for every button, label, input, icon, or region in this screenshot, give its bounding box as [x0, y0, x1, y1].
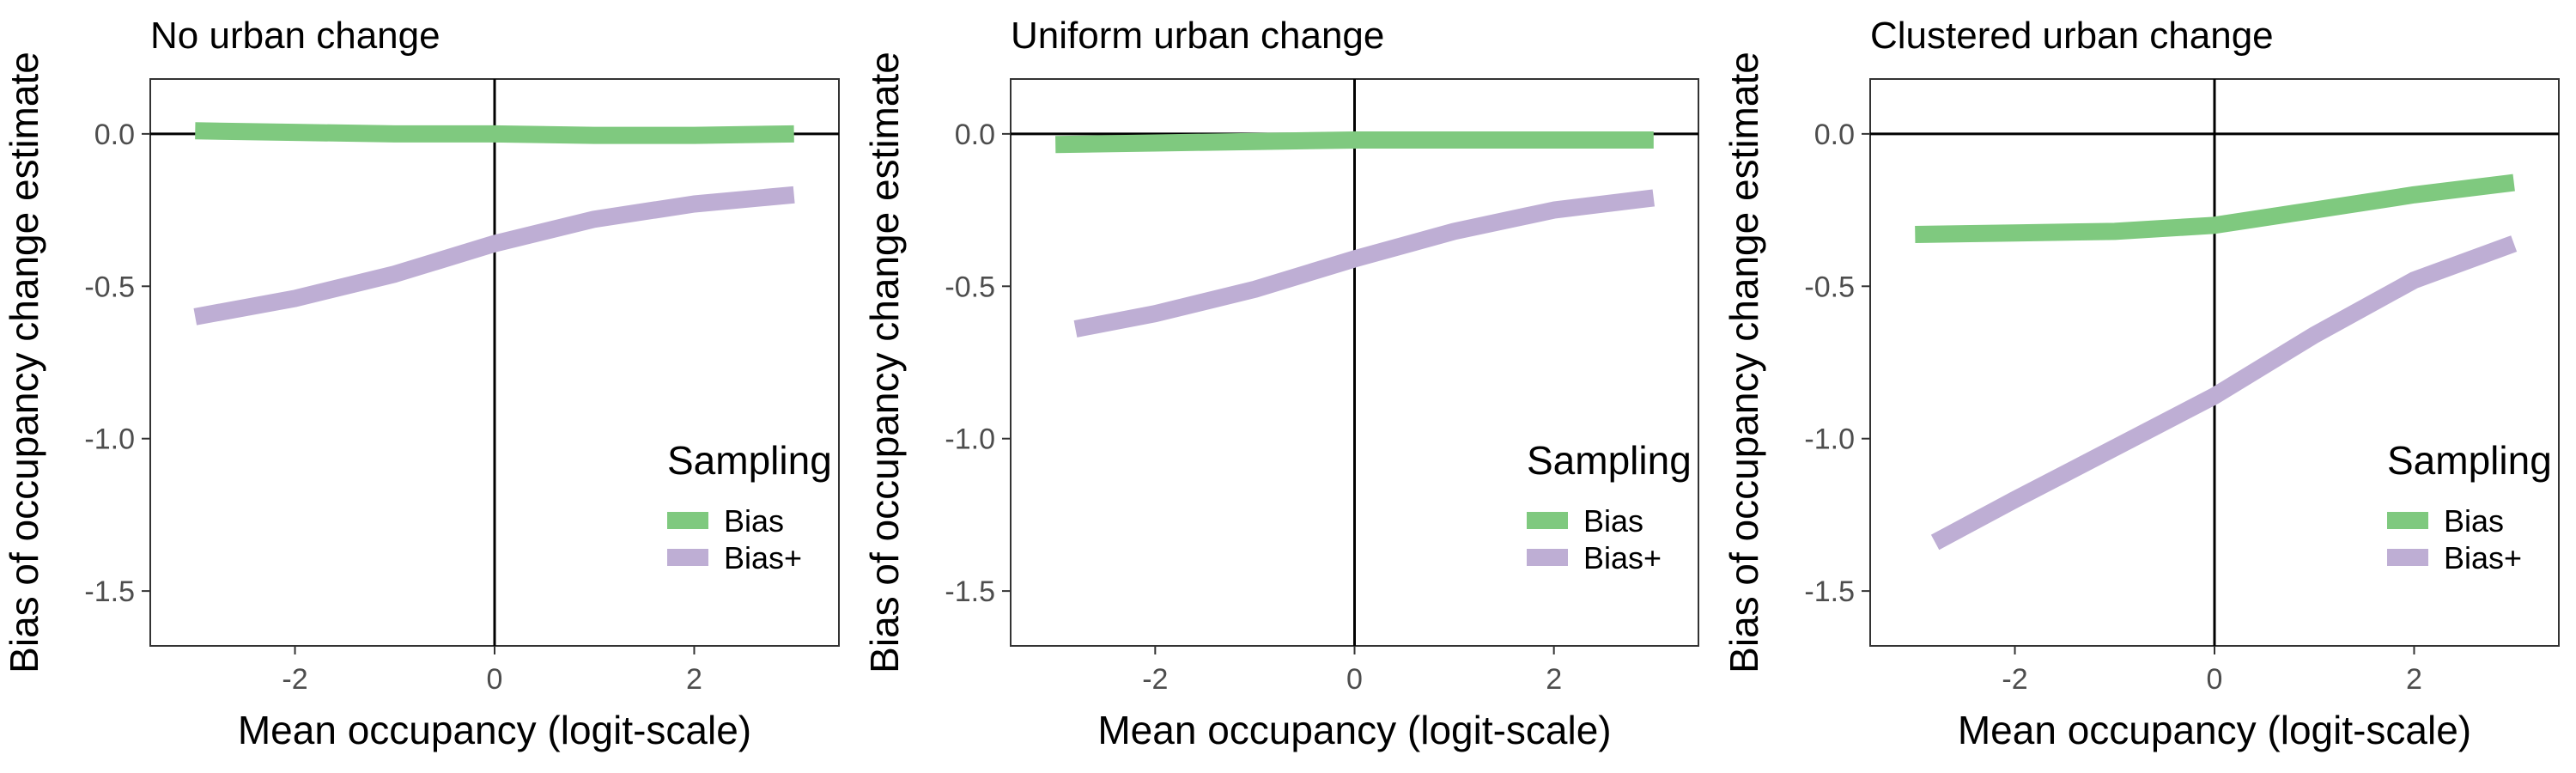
x-tick-label: -2: [1142, 663, 1168, 696]
y-axis-title: Bias of occupancy change estimate: [862, 52, 907, 673]
x-tick-label: -2: [282, 663, 307, 696]
panel-1: No urban change 0.0 -0.5 -1.0 -1.5 -2 0 2 Mean o…: [2, 15, 840, 752]
y-axis-title: Bias of occupancy change estimate: [1722, 52, 1766, 673]
y-tick-label: -1.5: [1804, 575, 1855, 608]
y-axis-title: Bias of occupancy change estimate: [2, 52, 46, 673]
series-line-bias-plus: [1073, 189, 1656, 338]
y-tick-label: -0.5: [1804, 271, 1855, 303]
x-tick-label: 0: [1346, 663, 1363, 696]
legend-label-bias-plus: Bias+: [1583, 540, 1662, 575]
y-tick-label: -0.5: [945, 271, 995, 303]
x-axis-title: Mean occupancy (logit-scale): [238, 708, 751, 752]
y-tick-label: -1.0: [84, 423, 135, 456]
x-tick-label: 2: [1546, 663, 1562, 696]
legend-title: Sampling: [667, 438, 832, 483]
panel-title: Clustered urban change: [1870, 15, 2274, 57]
legend-label-bias: Bias: [2444, 503, 2504, 539]
y-tick-label: -1.0: [945, 423, 995, 456]
legend-label-bias-plus: Bias+: [2444, 540, 2522, 575]
series-line-bias: [1055, 131, 1654, 154]
y-tick-label: 0.0: [94, 119, 135, 151]
x-tick-label: 0: [2207, 663, 2223, 696]
y-tick-label: 0.0: [955, 119, 995, 151]
series-line-bias-plus: [1930, 235, 2518, 551]
panel-title: Uniform urban change: [1011, 15, 1384, 57]
series-line-bias: [1915, 173, 2515, 243]
y-tick-label: 0.0: [1814, 119, 1855, 151]
x-tick-label: 0: [487, 663, 503, 696]
panel-2: Uniform urban change 0.0 -0.5 -1.0 -1.5 -2 0 2 M…: [862, 15, 1699, 752]
y-tick-label: -1.5: [945, 575, 995, 608]
x-tick-label: 2: [2406, 663, 2422, 696]
y-tick-label: -0.5: [84, 271, 135, 303]
x-axis-title: Mean occupancy (logit-scale): [1097, 708, 1611, 752]
y-tick-label: -1.0: [1804, 423, 1855, 456]
legend-title: Sampling: [1527, 438, 1692, 483]
series-line-bias: [195, 122, 794, 144]
x-axis-title: Mean occupancy (logit-scale): [1958, 708, 2471, 752]
series-line-bias-plus: [193, 186, 795, 326]
panel-3: Clustered urban change 0.0 -0.5 -1.0 -1.5 -2 0…: [1722, 15, 2560, 752]
legend-label-bias: Bias: [1583, 503, 1643, 539]
legend-label-bias-plus: Bias+: [724, 540, 802, 575]
panel-title: No urban change: [150, 15, 440, 57]
y-tick-label: -1.5: [84, 575, 135, 608]
legend-label-bias: Bias: [724, 503, 784, 539]
x-tick-label: -2: [2002, 663, 2027, 696]
x-tick-label: 2: [686, 663, 702, 696]
legend-title: Sampling: [2387, 438, 2552, 483]
